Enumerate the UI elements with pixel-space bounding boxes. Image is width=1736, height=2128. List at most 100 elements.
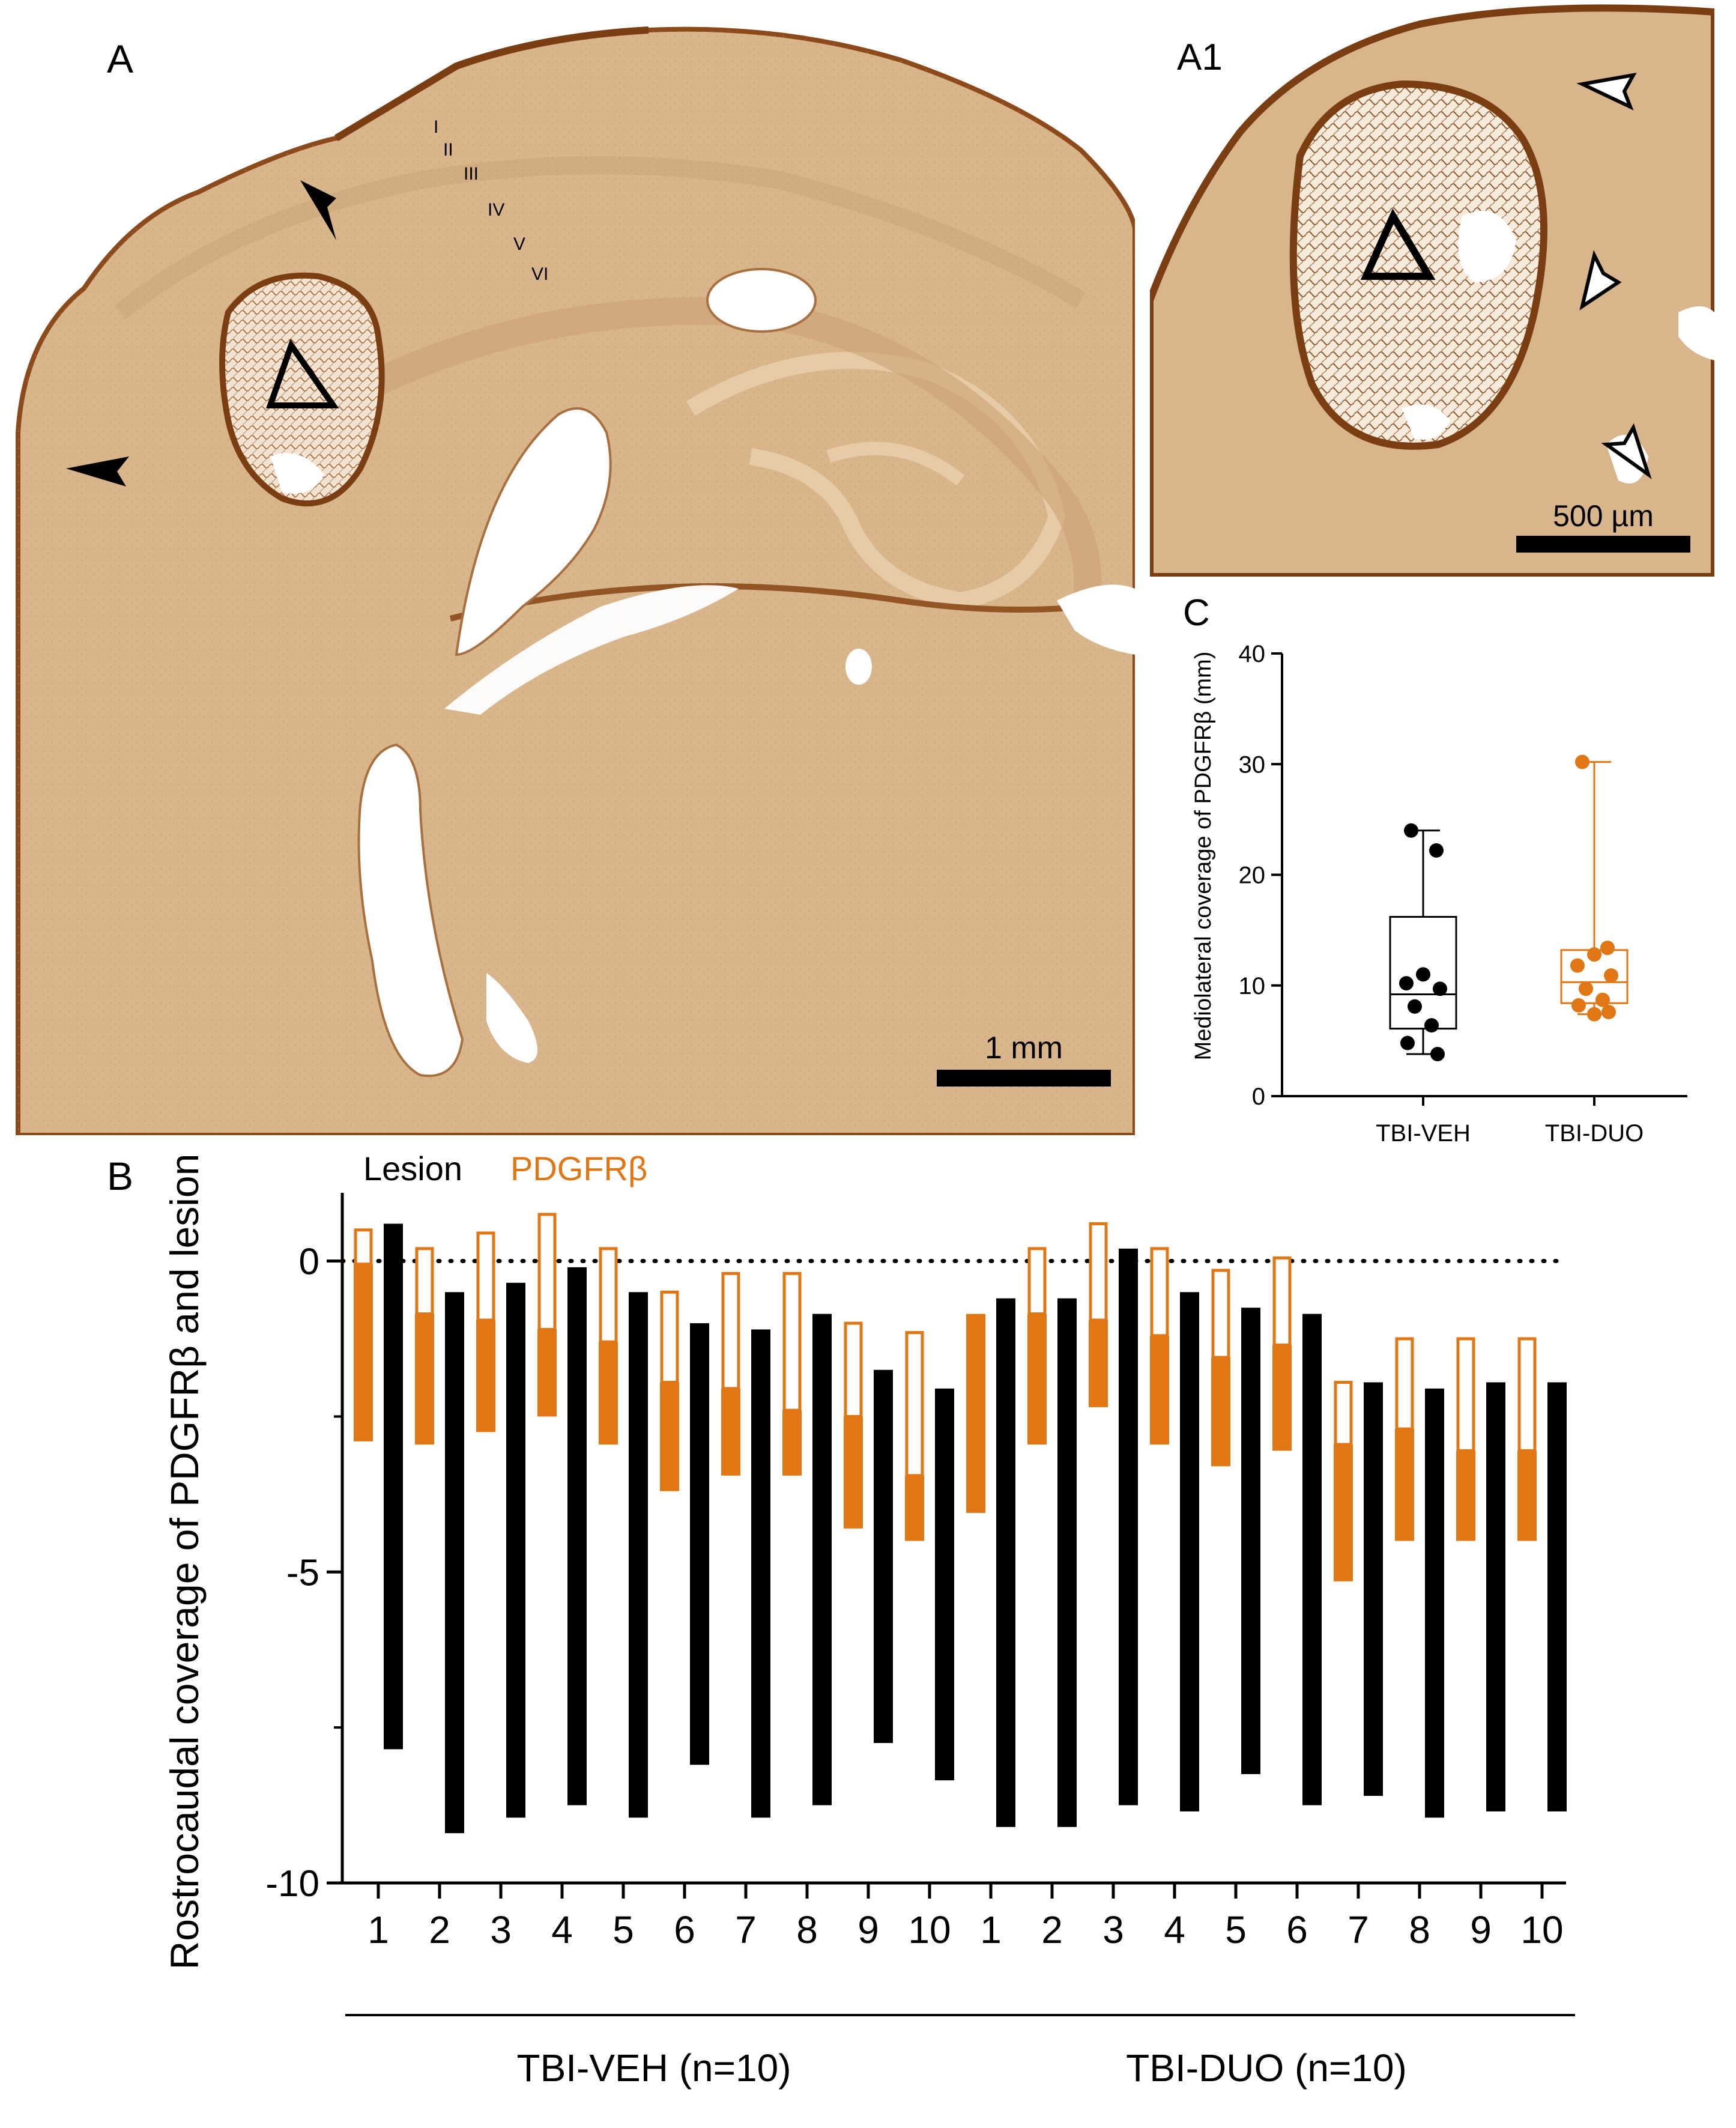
layer-label: VI xyxy=(531,264,549,284)
data-point xyxy=(1579,981,1593,996)
x-tick-label: 4 xyxy=(551,1908,573,1951)
lesion-bar xyxy=(1364,1382,1383,1796)
data-point xyxy=(1416,967,1430,982)
y-tick-label: 40 xyxy=(1239,641,1266,667)
data-point xyxy=(1399,976,1414,991)
pdgfr-outline-bar xyxy=(1456,1337,1475,1452)
panel-a1-letter: A1 xyxy=(1177,37,1223,78)
chart-c-marks xyxy=(1389,754,1629,1061)
chart-c: Mediolateral coverage of PDGFRβ (mm) 0 10… xyxy=(1191,641,1687,1147)
lesion-bar xyxy=(874,1369,893,1744)
y-tick-label: -5 xyxy=(286,1552,319,1593)
x-tick-label: 2 xyxy=(429,1908,450,1951)
legend-lesion: Lesion xyxy=(363,1150,462,1187)
panel-c-letter: C xyxy=(1183,592,1210,634)
lesion-triangle-icon xyxy=(1360,208,1436,280)
lesion-core xyxy=(219,272,385,507)
data-point xyxy=(1433,981,1447,996)
panel-a: A I II III IV V VI 1 mm xyxy=(0,0,1135,1135)
lesion-bar xyxy=(1241,1308,1260,1774)
layer-label: IV xyxy=(488,200,505,220)
pdgfr-outline-bar xyxy=(721,1272,740,1390)
data-point xyxy=(1604,968,1618,983)
pdgfr-filled-bar xyxy=(660,1382,679,1491)
pdgfr-filled-bar xyxy=(1272,1345,1292,1451)
x-tick-label: 10 xyxy=(1520,1908,1563,1951)
panel-a1-scale-bar: 500 µm xyxy=(1516,499,1690,553)
chart-b-legend: Lesion PDGFRβ xyxy=(363,1150,647,1187)
pdgfr-outline-bar xyxy=(1395,1337,1414,1431)
data-point xyxy=(1430,1046,1445,1061)
pdgfr-outline-bar xyxy=(1334,1380,1353,1446)
pdgfr-outline-bar xyxy=(476,1231,495,1322)
pdgfr-filled-bar xyxy=(782,1410,802,1476)
group-label: TBI-DUO (n=10) xyxy=(1126,2046,1407,2090)
y-tick-label: 30 xyxy=(1239,751,1266,778)
pdgfr-outline-bar xyxy=(1272,1256,1292,1347)
pdgfr-filled-bar xyxy=(1211,1357,1230,1467)
pdgfr-outline-bar xyxy=(1089,1222,1108,1322)
layer-label: II xyxy=(443,140,453,160)
x-tick-label: 8 xyxy=(1409,1908,1430,1951)
pdgfr-filled-bar xyxy=(354,1264,373,1441)
pdgfr-filled-bar xyxy=(1517,1450,1537,1541)
lesion-triangle-icon xyxy=(265,339,339,408)
pdgfr-outline-bar xyxy=(1027,1247,1047,1316)
x-tick-label: 8 xyxy=(796,1908,818,1951)
chart-b-ylabel: Rostrocaudal coverage of PDGFRβ and lesi… xyxy=(162,1154,207,1970)
data-point xyxy=(1587,947,1601,962)
panel-a1-image xyxy=(1150,0,1714,577)
data-point xyxy=(1429,843,1444,858)
pdgfr-filled-bar xyxy=(537,1329,557,1417)
x-tick-label: 5 xyxy=(1225,1908,1247,1951)
pdgfr-filled-bar xyxy=(844,1416,863,1529)
lesion-bar xyxy=(1547,1382,1567,1811)
data-point xyxy=(1600,941,1615,956)
x-tick-label: 9 xyxy=(857,1908,879,1951)
pdgfr-filled-bar xyxy=(476,1320,495,1432)
pdgfr-filled-bar xyxy=(1089,1320,1108,1407)
pdgfr-filled-bar xyxy=(1456,1450,1475,1541)
panel-a-letter: A xyxy=(107,37,134,81)
lesion-bar xyxy=(1302,1314,1322,1805)
box xyxy=(1389,916,1457,1030)
layer-label: V xyxy=(513,234,526,254)
pdgfr-filled-bar xyxy=(1395,1429,1414,1541)
scale-bar-line xyxy=(1516,536,1690,553)
pdgfr-outline-bar xyxy=(415,1247,434,1316)
x-tick-label: 1 xyxy=(367,1908,389,1951)
arrowhead-icon-upper xyxy=(300,180,336,240)
pdgfr-outline-bar xyxy=(844,1321,863,1418)
pdgfr-outline-bar xyxy=(1517,1337,1537,1452)
lesion-bar xyxy=(1425,1388,1444,1818)
pdgfr-filled-bar xyxy=(1334,1444,1353,1581)
y-tick-label: 0 xyxy=(299,1241,319,1283)
data-point xyxy=(1595,992,1610,1007)
pdgfr-outline-bar xyxy=(354,1228,373,1266)
data-point xyxy=(1400,1035,1415,1050)
data-point xyxy=(1587,1007,1601,1022)
panel-b-letter: B xyxy=(107,1154,134,1198)
x-tick-label: TBI-DUO xyxy=(1545,1120,1644,1147)
pdgfr-outline-bar xyxy=(1211,1269,1230,1359)
lesion-bar xyxy=(1180,1292,1199,1811)
x-tick-label: 10 xyxy=(908,1908,951,1951)
x-tick-label: 3 xyxy=(1102,1908,1124,1951)
data-point xyxy=(1408,999,1422,1014)
pdgfr-outline-bar xyxy=(660,1290,679,1384)
lesion-bar xyxy=(1486,1382,1505,1811)
scale-bar-line xyxy=(937,1070,1111,1087)
pdgfr-filled-bar xyxy=(415,1314,434,1445)
lesion-bar xyxy=(996,1298,1015,1827)
y-tick-label: -10 xyxy=(265,1863,319,1905)
lesion-bar xyxy=(690,1323,709,1765)
lesion-bar xyxy=(506,1282,525,1818)
pdgfr-filled-bar xyxy=(1027,1314,1047,1445)
open-arrowhead-icon-bottom xyxy=(1601,423,1652,479)
x-tick-label: 9 xyxy=(1470,1908,1492,1951)
panel-a-image xyxy=(16,26,1135,1135)
data-point xyxy=(1601,1004,1616,1019)
x-tick-label: 3 xyxy=(490,1908,512,1951)
x-tick-label: 6 xyxy=(1286,1908,1308,1951)
